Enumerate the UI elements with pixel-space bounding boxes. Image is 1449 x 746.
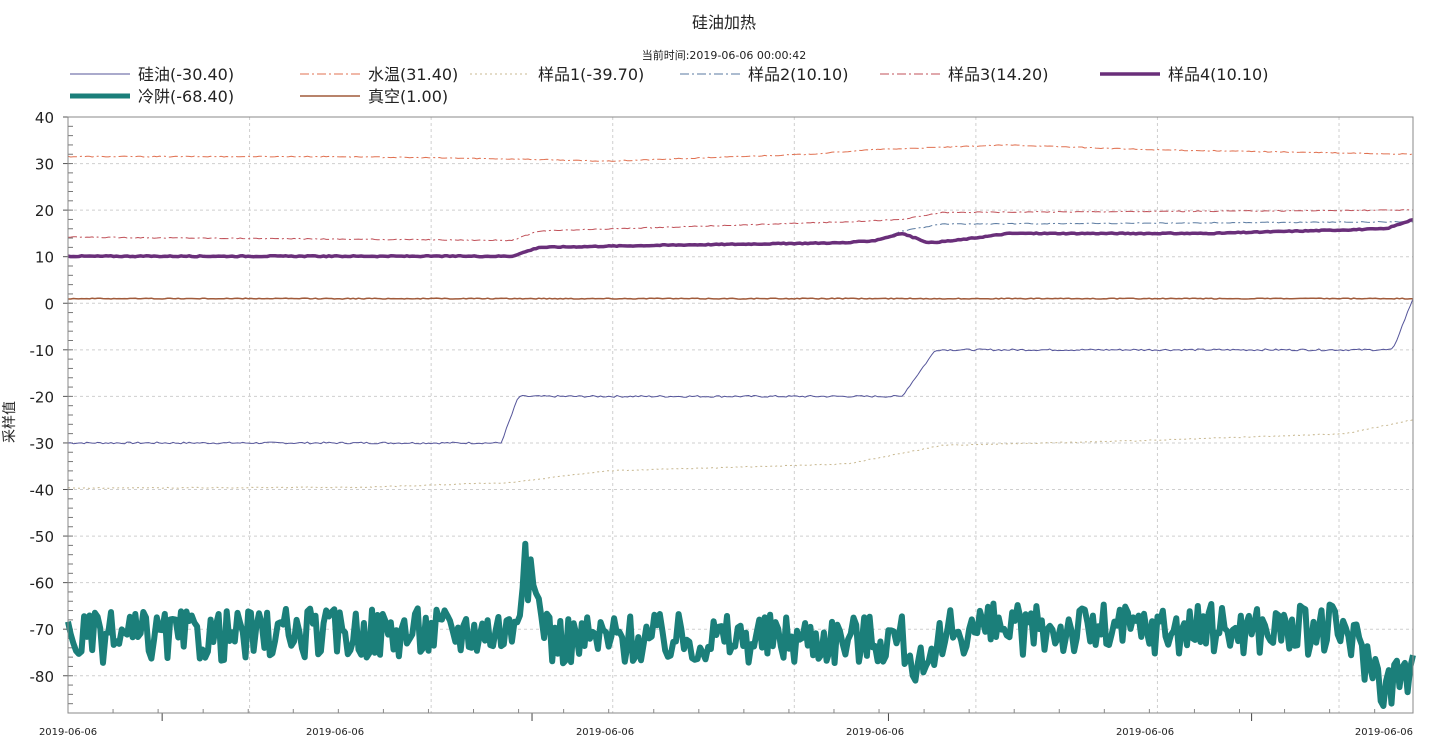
legend-label-2: 水温(31.40) [368,65,458,84]
x-tick-label: 2019-06-06 [846,727,904,738]
legend-label-3: 样品1(-39.70) [538,65,644,84]
y-tick-label: 0 [44,295,54,313]
legend: 硅油(-30.40) 水温(31.40) 样品1(-39.70) 样品2(10.10)… [70,65,1268,106]
plot-frame [67,116,1414,714]
series-line-8 [68,297,1414,300]
y-tick-label: -50 [30,528,55,546]
plot-series [65,144,1416,709]
legend-label-5: 样品3(14.20) [948,65,1048,84]
x-tick-label: 2019-06-06 [39,727,97,738]
y-tick-label: 20 [35,202,54,220]
series-line-2 [67,144,1414,162]
series-line-3 [67,419,1414,489]
x-axis: 2019-06-06 2019-06-06 2019-06-06 2019-06-06… [39,709,1413,738]
y-axis-label: 采样值 [2,401,18,443]
chart-subtitle: 当前时间:2019-06-06 00:00:42 [642,48,807,62]
series-line-1 [67,298,1414,445]
x-tick-label: 2019-06-06 [1116,727,1174,738]
y-tick-label: -60 [30,575,55,593]
legend-label-8: 真空(1.00) [368,87,448,106]
y-tick-label: -70 [30,621,55,639]
chart-title: 硅油加热 [692,13,756,32]
y-tick-label: 40 [35,109,54,127]
y-tick-label: -30 [30,435,55,453]
x-tick-label: 2019-06-06 [1355,727,1413,738]
legend-label-4: 样品2(10.10) [748,65,848,84]
y-tick-label: 30 [35,156,54,174]
x-tick-label: 2019-06-06 [306,727,364,738]
legend-label-6: 样品4(10.10) [1168,65,1268,84]
legend-label-7: 冷阱(-68.40) [138,87,234,106]
y-tick-label: 10 [35,249,54,267]
series-line-7 [65,540,1416,709]
series-line-4 [67,220,1414,258]
y-tick-label: -10 [30,342,55,360]
y-axis: 40 30 20 10 0 -10 -20 -30 -40 -50 -60 -70 -80 [30,109,73,714]
y-tick-label: -80 [30,668,55,686]
legend-label-1: 硅油(-30.40) [138,65,234,84]
y-tick-label: -40 [30,482,55,500]
x-tick-label: 2019-06-06 [576,727,634,738]
y-tick-label: -20 [30,388,55,406]
series-line-6 [67,217,1414,259]
series-line-5 [67,209,1414,242]
